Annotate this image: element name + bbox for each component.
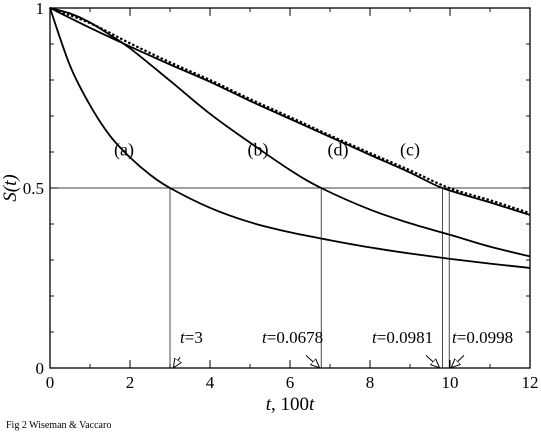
annotation-label: t=0.0981: [372, 328, 433, 347]
y-tick-label: 0: [36, 359, 45, 378]
x-tick-label: 2: [126, 373, 135, 392]
x-axis-title: t, 100t: [266, 394, 315, 415]
annotation-arrow: [452, 355, 465, 367]
annotations: t=3 t=0.0678 t=0.0981 t=0.0998: [174, 328, 513, 367]
series-line-a: [49, 7, 531, 269]
series-line-c: [49, 6, 531, 215]
annotation-label: t=0.0998: [452, 328, 513, 347]
series-label-c: (c): [400, 140, 420, 161]
series-label-d: (d): [328, 140, 349, 161]
x-tick-label: 4: [206, 373, 215, 392]
plot-area: [49, 7, 531, 369]
series-label-b: (b): [248, 140, 269, 161]
axis-titles: t, 100t S(t): [0, 174, 315, 415]
y-tick-label: 1: [36, 0, 45, 18]
figure-caption: Fig 2 Wiseman & Vaccaro: [6, 420, 112, 431]
series-label-a: (a): [114, 140, 134, 161]
x-tick-label: 10: [442, 373, 459, 392]
y-axis-title: S(t): [0, 174, 21, 201]
x-tick-label: 0: [46, 373, 55, 392]
annotation-arrow: [425, 355, 439, 367]
annotation-arrow: [305, 355, 319, 367]
series-labels: (a) (b) (d) (c): [114, 140, 420, 161]
annotation-arrow: [174, 356, 180, 367]
x-tick-label: 12: [522, 373, 539, 392]
axis-ticks: 0 2 4 6 8 10 12 0 0.5 1: [23, 0, 539, 392]
series-group: [49, 6, 531, 269]
annotation-label: t=0.0678: [262, 328, 323, 347]
series-line-d: [49, 7, 531, 216]
x-tick-label: 8: [366, 373, 375, 392]
series-line-b: [49, 7, 531, 258]
x-tick-label: 6: [286, 373, 295, 392]
annotation-label: t=3: [180, 328, 203, 347]
y-tick-label: 0.5: [23, 179, 44, 198]
